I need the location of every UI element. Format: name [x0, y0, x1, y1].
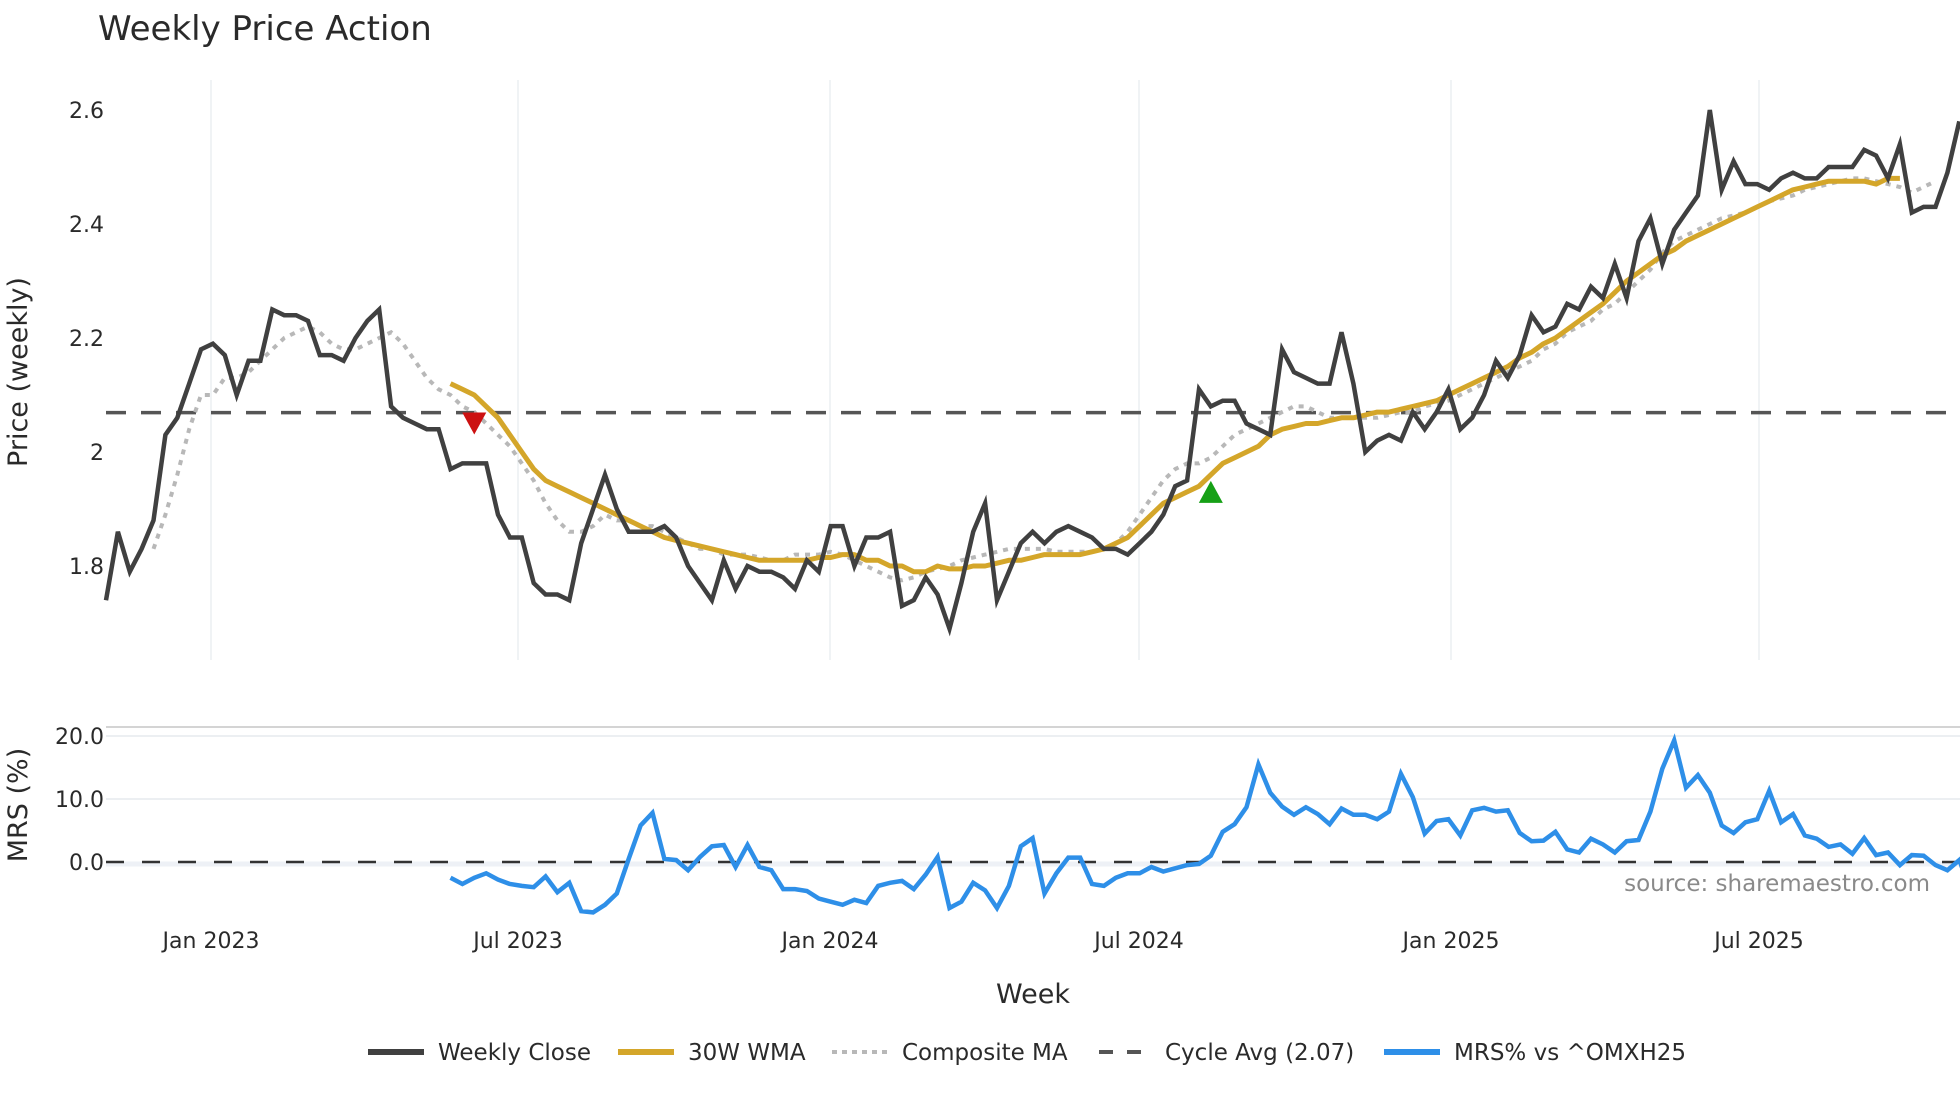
source-note: source: sharemaestro.com [1624, 871, 1930, 897]
x-tick-label: Jul 2023 [471, 929, 563, 954]
x-tick-label: Jan 2023 [161, 929, 260, 954]
price-y-tick-label: 2 [90, 441, 104, 466]
legend: Weekly Close 30W WMA Composite MA Cycle Avg… [368, 1040, 1686, 1066]
price-gridlines [210, 80, 1760, 660]
legend-item-composite-ma[interactable]: Composite MA [832, 1040, 1068, 1066]
mrs-y-tick-label: 0.0 [69, 851, 104, 876]
x-tick-label: Jul 2024 [1092, 929, 1184, 954]
price-y-tick-label: 2.2 [69, 327, 104, 352]
weekly-close-line [103, 109, 1960, 637]
mrs-y-tick-label: 10.0 [55, 788, 104, 813]
legend-label: Weekly Close [438, 1040, 591, 1066]
legend-label: 30W WMA [688, 1040, 806, 1066]
price-y-tick-label: 1.8 [69, 555, 104, 580]
legend-label: Cycle Avg (2.07) [1165, 1040, 1354, 1066]
mrs-y-ticks: 0.0 10.0 20.0 [55, 725, 104, 876]
legend-item-mrs[interactable]: MRS% vs ^OMXH25 [1384, 1040, 1686, 1066]
legend-label: Composite MA [902, 1040, 1068, 1066]
sell-signal-marker-icon [462, 412, 487, 435]
mrs-gridlines [106, 735, 1960, 867]
price-y-tick-label: 2.6 [69, 99, 104, 124]
mrs-y-axis-title: MRS (%) [3, 748, 34, 863]
legend-item-weekly-close[interactable]: Weekly Close [368, 1040, 591, 1066]
x-tick-label: Jan 2025 [1401, 929, 1500, 954]
chart-title: Weekly Price Action [98, 9, 432, 49]
signal-markers [462, 412, 1223, 503]
legend-label: MRS% vs ^OMXH25 [1454, 1040, 1686, 1066]
mrs-line [449, 733, 1960, 915]
legend-item-wma[interactable]: 30W WMA [618, 1040, 806, 1066]
price-panel: 1.8 2 2.2 2.4 2.6 Price (weekly) [3, 80, 1960, 660]
x-tick-label: Jul 2025 [1712, 929, 1804, 954]
buy-signal-marker-icon [1198, 480, 1223, 503]
price-y-axis-title: Price (weekly) [3, 277, 34, 467]
price-y-tick-label: 2.4 [69, 213, 104, 238]
price-y-ticks: 1.8 2 2.2 2.4 2.6 [69, 99, 104, 580]
mrs-y-tick-label: 20.0 [55, 725, 104, 750]
composite-ma-line [151, 176, 1937, 583]
wma-line [449, 175, 1900, 575]
x-axis-ticks: Jan 2023 Jul 2023 Jan 2024 Jul 2024 Jan 2025… [161, 929, 1804, 954]
legend-item-cycle-avg[interactable]: Cycle Avg (2.07) [1099, 1040, 1354, 1066]
mrs-panel: 0.0 10.0 20.0 MRS (%) source: sharemaestro… [3, 725, 1960, 915]
x-axis-title: Week [996, 979, 1070, 1010]
x-tick-label: Jan 2024 [780, 929, 879, 954]
